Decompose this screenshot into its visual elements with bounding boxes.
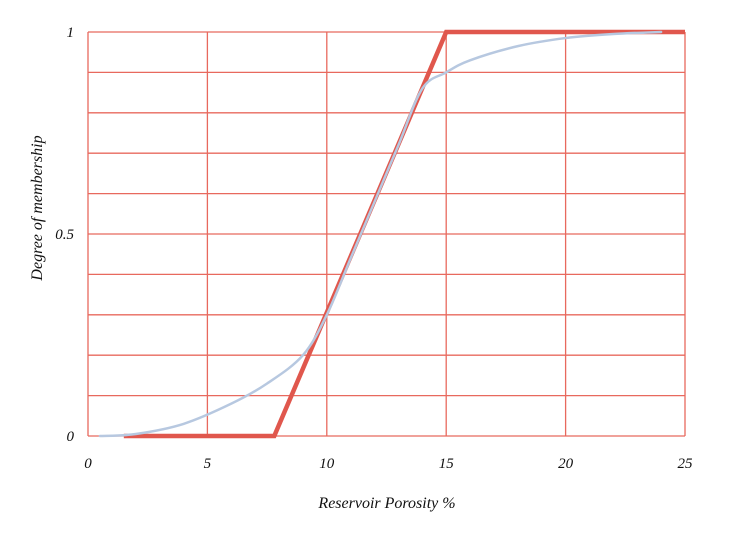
x-tick-label: 15 [439,456,455,472]
y-tick-label: 0.5 [55,227,74,243]
grid [87,31,686,437]
x-tick-label: 5 [204,456,212,472]
y-tick-label: 1 [67,25,75,41]
x-tick-label: 10 [319,456,335,472]
tick-labels: 0 5 10 15 20 25 0 0.5 1 [55,25,693,472]
x-axis-label: Reservoir Porosity % [317,495,455,512]
y-axis-label: Degree of membership [29,135,46,281]
x-tick-label: 0 [84,456,92,472]
y-tick-label: 0 [67,429,75,445]
x-tick-label: 25 [678,456,694,472]
x-tick-label: 20 [558,456,574,472]
series-smooth-line [98,30,663,438]
series-layer [98,29,685,439]
